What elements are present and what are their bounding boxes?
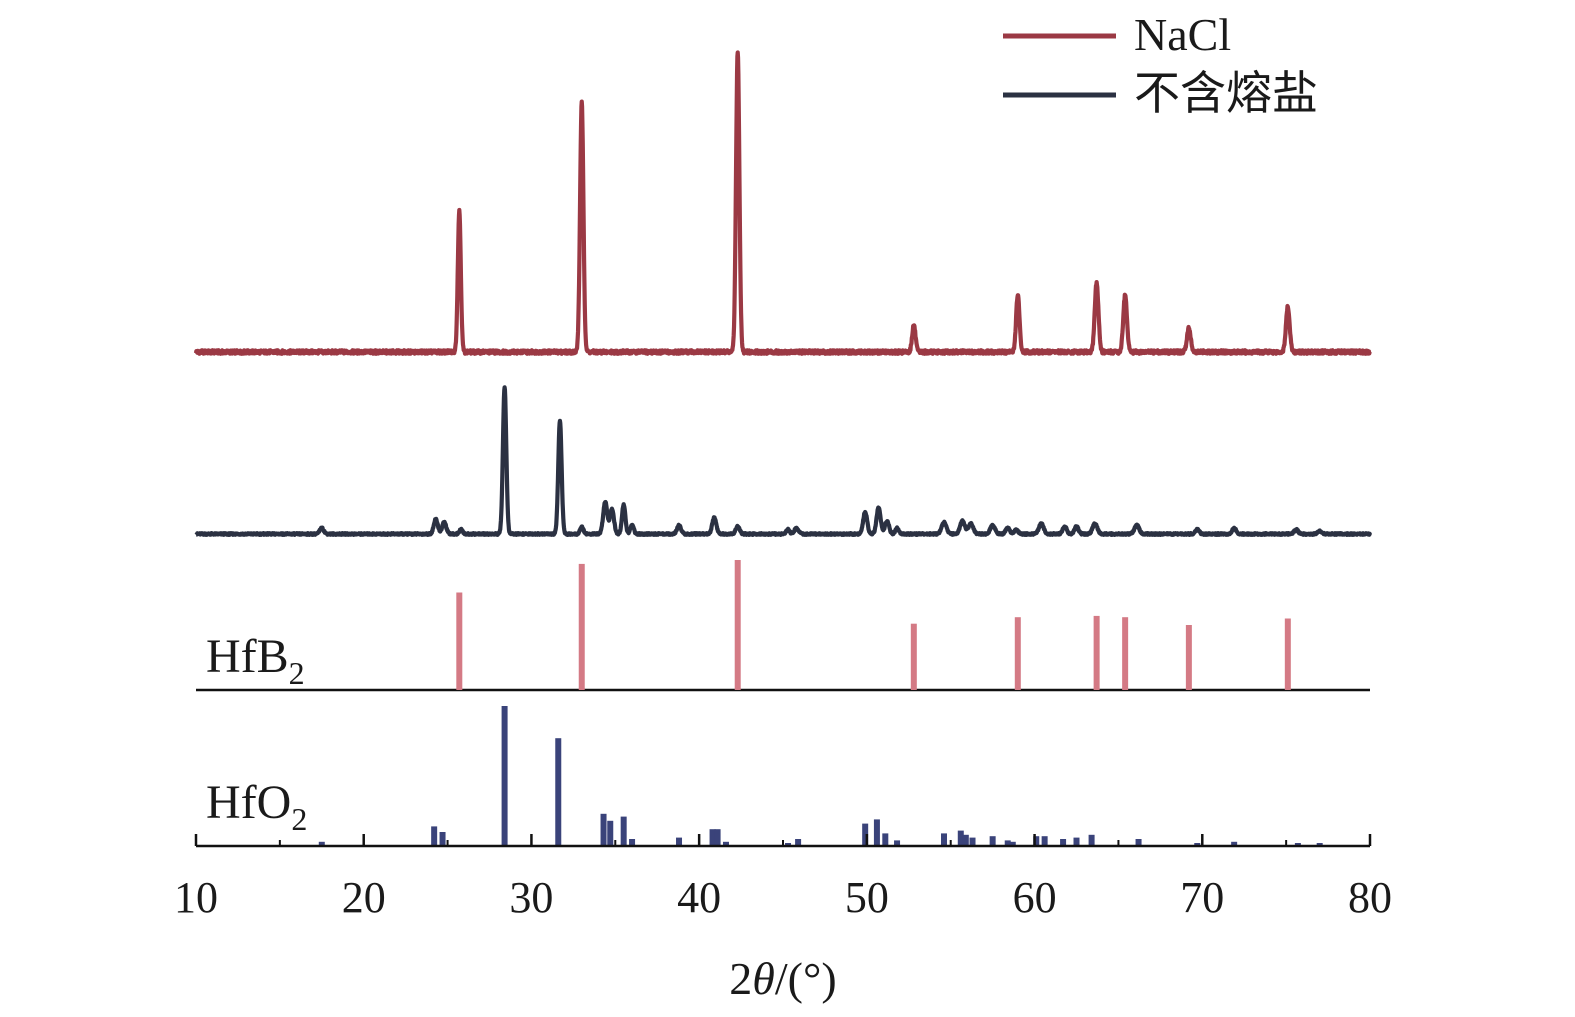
x-axis-title-post: /(°) [775, 953, 837, 1004]
reference-label-HfB2: HfB2 [206, 630, 305, 691]
reference-line-HfO2-1 [318, 841, 325, 846]
legend: NaCl 不含熔盐 [1003, 9, 1318, 119]
reference-line-HfO2-21 [957, 830, 964, 846]
reference-line-HfO2-17 [873, 819, 880, 846]
reference-line-HfO2-25 [1004, 840, 1011, 846]
reference-line-HfO2-19 [894, 840, 901, 846]
reference-line-HfB2-4 [910, 623, 917, 690]
reference-line-HfO2-3 [439, 832, 446, 846]
reference-line-HfO2-9 [629, 839, 636, 846]
reference-line-HfB2-2 [578, 563, 585, 690]
reference-line-HfO2-28 [1041, 836, 1048, 846]
reference-line-HfO2-16 [862, 823, 869, 846]
reference-line-HfO2-5 [555, 738, 562, 846]
reference-line-HfO2-36 [1316, 843, 1323, 846]
x-axis-title-pre: 2 [729, 953, 752, 1004]
reference-line-HfB2-1 [456, 592, 463, 690]
reference-line-HfO2-20 [941, 833, 948, 846]
reference-line-HfB2-8 [1185, 625, 1192, 690]
reference-line-HfO2-15 [795, 839, 802, 846]
series-line-1 [193, 50, 1372, 356]
reference-line-HfO2-24 [989, 836, 996, 846]
x-tick-label-30: 30 [509, 873, 553, 922]
x-axis-title-italic: θ [752, 953, 775, 1004]
reference-line-HfO2-14 [785, 843, 792, 846]
reference-line-HfB2-7 [1122, 617, 1129, 690]
reference-line-HfO2-7 [607, 820, 614, 846]
reference-line-HfO2-32 [1135, 839, 1142, 846]
reference-line-HfO2-2 [431, 826, 438, 846]
reference-line-HfO2-27 [1033, 836, 1040, 846]
reference-line-HfO2-12 [714, 829, 721, 846]
reference-line-HfO2-4 [501, 706, 508, 846]
legend-label-1: NaCl [1134, 9, 1231, 60]
x-tick-label-50: 50 [845, 873, 889, 922]
x-axis: 10 20 30 40 50 60 70 80 [174, 834, 1392, 922]
x-tick-label-70: 70 [1180, 873, 1224, 922]
reference-line-HfO2-34 [1231, 841, 1238, 846]
reference-line-HfO2-33 [1194, 843, 1201, 846]
reference-line-HfO2-29 [1060, 839, 1067, 846]
reference-line-HfB2-6 [1093, 615, 1100, 690]
x-tick-label-20: 20 [342, 873, 386, 922]
legend-label-2: 不含熔盐 [1134, 68, 1318, 119]
reference-line-HfO2-8 [620, 816, 627, 846]
reference-line-HfO2-31 [1088, 834, 1095, 846]
reference-line-HfO2-23 [969, 837, 976, 846]
series-line-2 [194, 385, 1373, 537]
reference-line-HfO2-22 [962, 834, 969, 846]
reference-pattern-HfO2: HfO2 [206, 706, 1323, 846]
reference-line-HfO2-11 [709, 829, 716, 846]
reference-line-HfO2-13 [722, 841, 729, 846]
x-tick-label-80: 80 [1348, 873, 1392, 922]
x-tick-label-10: 10 [174, 873, 218, 922]
x-axis-title: 2θ/(°) [729, 953, 836, 1004]
series-group [193, 50, 1373, 537]
x-tick-label-40: 40 [677, 873, 721, 922]
reference-line-HfB2-5 [1014, 617, 1021, 690]
reference-line-HfO2-10 [676, 837, 683, 846]
x-tick-label-60: 60 [1013, 873, 1057, 922]
reference-patterns: HfB2 HfO2 [196, 560, 1370, 846]
reference-line-HfB2-3 [734, 560, 741, 690]
reference-line-HfO2-35 [1294, 843, 1301, 846]
reference-line-HfO2-6 [600, 813, 607, 846]
reference-line-HfB2-9 [1284, 618, 1291, 690]
reference-line-HfO2-30 [1073, 837, 1080, 846]
reference-line-HfO2-26 [1009, 841, 1016, 846]
reference-pattern-HfB2: HfB2 [196, 560, 1370, 692]
reference-label-HfO2: HfO2 [206, 776, 307, 837]
reference-line-HfO2-18 [882, 833, 889, 846]
